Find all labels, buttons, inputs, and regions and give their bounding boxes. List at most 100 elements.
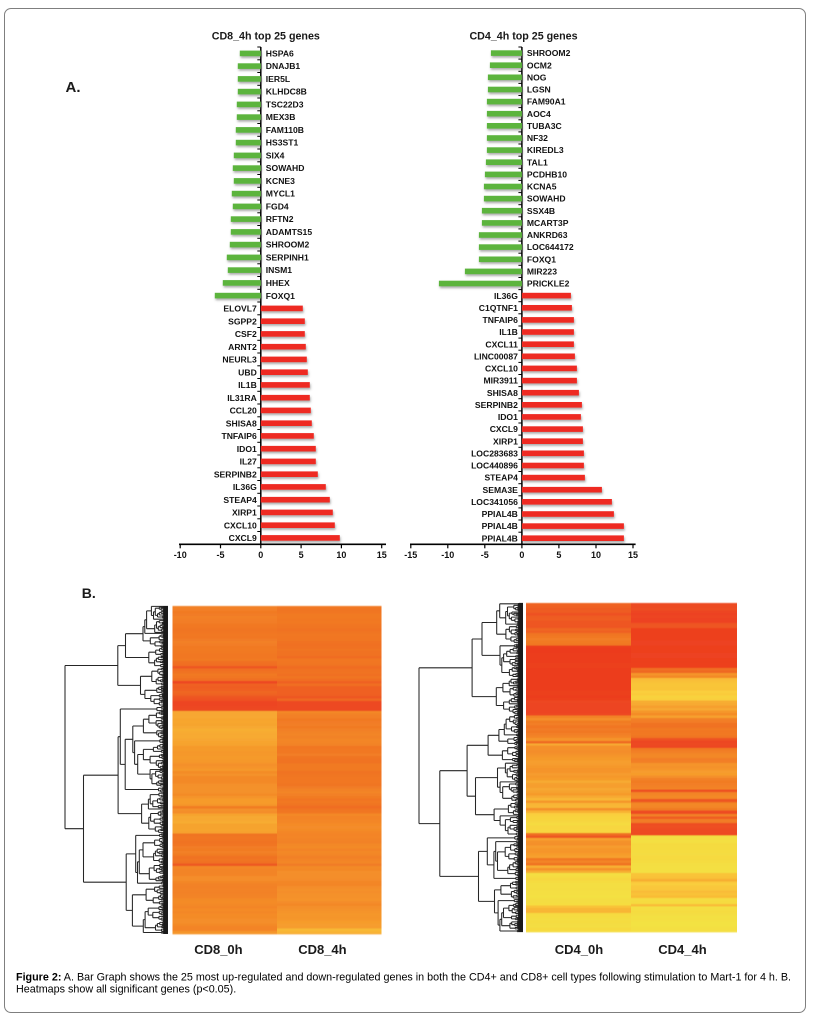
svg-text:SGPP2: SGPP2: [228, 316, 257, 326]
svg-text:IL36G: IL36G: [233, 482, 257, 492]
svg-text:LOC440896: LOC440896: [471, 461, 518, 471]
svg-text:IL1B: IL1B: [499, 327, 518, 337]
svg-text:SERPINH1: SERPINH1: [266, 253, 309, 263]
svg-text:XIRP1: XIRP1: [232, 508, 257, 518]
svg-text:SOWAHD: SOWAHD: [266, 163, 305, 173]
svg-text:-10: -10: [174, 550, 187, 560]
svg-text:IER5L: IER5L: [266, 74, 290, 84]
svg-text:LINC00087: LINC00087: [474, 351, 518, 361]
svg-text:FAM90A1: FAM90A1: [527, 97, 566, 107]
svg-text:CXCL10: CXCL10: [485, 364, 518, 374]
svg-text:0: 0: [519, 550, 524, 560]
svg-text:CD8_0h: CD8_0h: [194, 942, 242, 957]
svg-text:IL1B: IL1B: [238, 380, 257, 390]
svg-text:STEAP4: STEAP4: [484, 473, 518, 483]
svg-text:SSX4B: SSX4B: [527, 206, 555, 216]
svg-text:MIR3911: MIR3911: [483, 376, 518, 386]
svg-text:-10: -10: [441, 550, 454, 560]
svg-text:TSC22D3: TSC22D3: [266, 100, 304, 110]
svg-text:-5: -5: [216, 550, 224, 560]
svg-text:ANKRD63: ANKRD63: [527, 230, 568, 240]
svg-text:LGSN: LGSN: [527, 85, 551, 95]
svg-text:ELOVL7: ELOVL7: [223, 304, 257, 314]
svg-text:TAL1: TAL1: [527, 157, 548, 167]
svg-text:CD4_4h top 25 genes: CD4_4h top 25 genes: [469, 31, 577, 43]
svg-text:MIR223: MIR223: [527, 267, 557, 277]
svg-text:STEAP4: STEAP4: [223, 495, 257, 505]
svg-text:TUBA3C: TUBA3C: [527, 121, 562, 131]
svg-text:CXCL9: CXCL9: [229, 533, 257, 543]
svg-text:LOC283683: LOC283683: [471, 448, 518, 458]
svg-text:ARNT2: ARNT2: [228, 342, 257, 352]
svg-text:5: 5: [556, 550, 561, 560]
svg-text:HS3ST1: HS3ST1: [266, 138, 299, 148]
svg-text:-5: -5: [481, 550, 489, 560]
svg-text:IL27: IL27: [240, 457, 257, 467]
svg-text:CXCL10: CXCL10: [224, 520, 257, 530]
svg-text:5: 5: [299, 550, 304, 560]
svg-text:FAM110B: FAM110B: [266, 125, 304, 135]
svg-text:CD8_4h top 25 genes: CD8_4h top 25 genes: [212, 31, 320, 43]
svg-text:SHISA8: SHISA8: [226, 418, 257, 428]
svg-text:HSPA6: HSPA6: [266, 49, 294, 59]
svg-text:IL36G: IL36G: [494, 291, 518, 301]
svg-text:PPIAL4B: PPIAL4B: [482, 509, 518, 519]
svg-text:SHROOM2: SHROOM2: [527, 48, 571, 58]
svg-text:LOC644172: LOC644172: [527, 242, 574, 252]
svg-text:CD4_4h: CD4_4h: [658, 942, 706, 957]
svg-text:CXCL9: CXCL9: [490, 424, 518, 434]
svg-text:15: 15: [377, 550, 387, 560]
svg-text:CD4_0h: CD4_0h: [555, 942, 603, 957]
svg-text:SHROOM2: SHROOM2: [266, 240, 310, 250]
svg-text:NF32: NF32: [527, 133, 548, 143]
svg-text:PRICKLE2: PRICKLE2: [527, 279, 570, 289]
svg-text:SHISA8: SHISA8: [487, 388, 518, 398]
svg-text:TNFAIP6: TNFAIP6: [221, 431, 257, 441]
svg-text:SEMA3E: SEMA3E: [483, 485, 519, 495]
svg-text:AOC4: AOC4: [527, 109, 551, 119]
svg-text:LOC341056: LOC341056: [471, 497, 518, 507]
svg-text:KCNE3: KCNE3: [266, 176, 295, 186]
svg-text:Heatmaps show all significant: Heatmaps show all significant genes (p<0…: [16, 983, 236, 995]
svg-text:FGD4: FGD4: [266, 202, 289, 212]
svg-text:IDO1: IDO1: [498, 412, 518, 422]
svg-text:FOXQ1: FOXQ1: [527, 254, 556, 264]
svg-text:DNAJB1: DNAJB1: [266, 61, 301, 71]
svg-text:A.: A.: [66, 79, 81, 96]
svg-text:CD8_4h: CD8_4h: [298, 942, 346, 957]
svg-text:SIX4: SIX4: [266, 151, 285, 161]
svg-text:HHEX: HHEX: [266, 278, 290, 288]
svg-text:MYCL1: MYCL1: [266, 189, 295, 199]
svg-text:CCL20: CCL20: [230, 406, 257, 416]
svg-text:OCM2: OCM2: [527, 60, 552, 70]
svg-text:CSF2: CSF2: [235, 329, 257, 339]
svg-text:0: 0: [258, 550, 263, 560]
svg-text:SERPINB2: SERPINB2: [475, 400, 518, 410]
svg-text:XIRP1: XIRP1: [493, 436, 518, 446]
svg-text:UBD: UBD: [238, 367, 257, 377]
svg-text:10: 10: [336, 550, 346, 560]
svg-text:SOWAHD: SOWAHD: [527, 194, 566, 204]
svg-text:IDO1: IDO1: [237, 444, 257, 454]
svg-text:MCART3P: MCART3P: [527, 218, 569, 228]
svg-text:15: 15: [628, 550, 638, 560]
svg-text:PPIAL4B: PPIAL4B: [482, 521, 518, 531]
svg-text:KLHDC8B: KLHDC8B: [266, 87, 307, 97]
svg-text:ADAMTS15: ADAMTS15: [266, 227, 313, 237]
svg-text:KCNA5: KCNA5: [527, 182, 557, 192]
svg-text:IL31RA: IL31RA: [227, 393, 257, 403]
svg-text:TNFAIP6: TNFAIP6: [483, 315, 519, 325]
svg-text:SERPINB2: SERPINB2: [214, 469, 257, 479]
svg-text:RFTN2: RFTN2: [266, 214, 294, 224]
svg-text:KIREDL3: KIREDL3: [527, 145, 564, 155]
svg-text:MEX3B: MEX3B: [266, 112, 296, 122]
svg-text:C1QTNF1: C1QTNF1: [479, 303, 518, 313]
svg-text:PPIAL4B: PPIAL4B: [482, 533, 518, 543]
svg-text:INSM1: INSM1: [266, 265, 292, 275]
svg-text:-15: -15: [404, 550, 417, 560]
svg-text:CXCL11: CXCL11: [485, 339, 518, 349]
svg-text:10: 10: [591, 550, 601, 560]
svg-text:FOXQ1: FOXQ1: [266, 291, 295, 301]
svg-text:NEURL3: NEURL3: [222, 355, 257, 365]
svg-text:B.: B.: [82, 585, 96, 601]
